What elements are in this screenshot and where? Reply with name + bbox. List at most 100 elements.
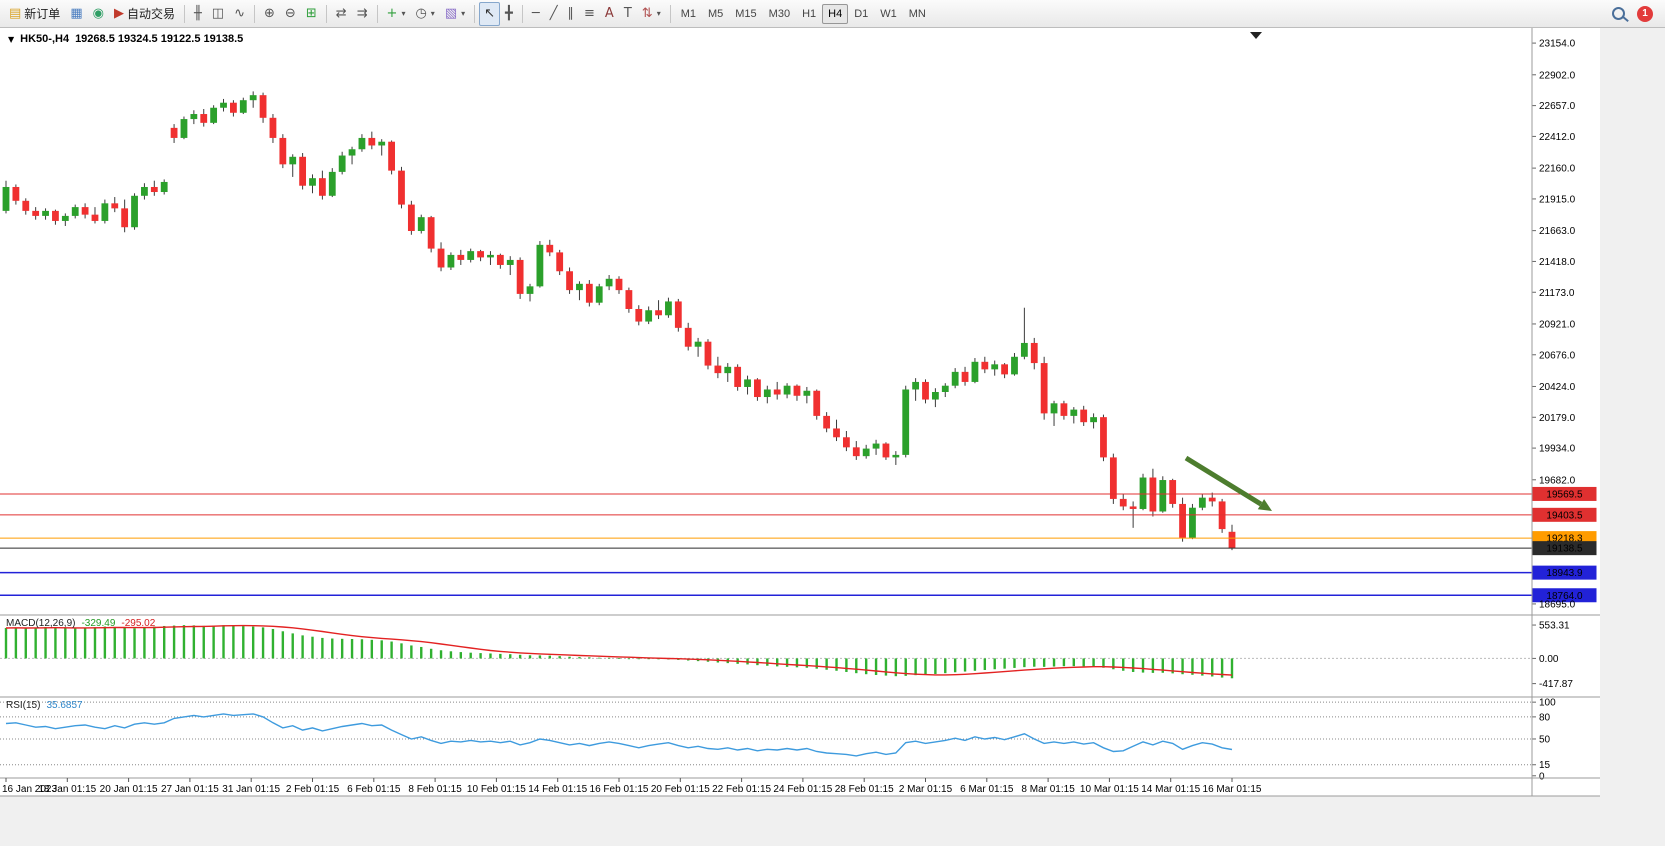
price-axis[interactable]: 23154.0 22902.0 22657.0 22412.0 22160.0 21915…: [1532, 39, 1576, 611]
indicators-button[interactable]: + ▾: [382, 2, 411, 26]
toolbar-separator: [669, 4, 671, 23]
candle-chart-mode-icon: ◫: [211, 6, 225, 21]
auto-trading-icon: ▶: [113, 6, 124, 21]
chart-window-button[interactable]: ▦: [65, 2, 87, 26]
svg-text:22412.0: 22412.0: [1539, 132, 1576, 143]
toolbar-separator: [254, 4, 255, 23]
tile-windows-button[interactable]: ⊞: [301, 2, 322, 26]
fibonacci-tool-icon: ≡: [584, 6, 595, 21]
svg-text:22657.0: 22657.0: [1539, 101, 1576, 112]
macd-axis[interactable]: 553.31 0.00 -417.87: [1532, 621, 1573, 691]
candle-chart-mode-button[interactable]: ◫: [207, 2, 229, 26]
tile-windows-icon: ⊞: [305, 6, 317, 21]
bar-chart-mode-button[interactable]: ╫: [189, 2, 207, 26]
cursor-button[interactable]: ↖: [479, 1, 501, 26]
collapse-icon[interactable]: ▼: [8, 34, 15, 44]
fibonacci-tool-button[interactable]: ≡: [579, 2, 600, 26]
timeframe-h4-button[interactable]: H4: [822, 3, 849, 24]
chart-shift-button[interactable]: ⇉: [352, 2, 373, 26]
text-tool-button[interactable]: A: [600, 2, 619, 26]
arrows-tool-button[interactable]: ⇅ ▾: [637, 2, 666, 26]
label-tool-button[interactable]: T: [619, 2, 637, 26]
auto-trading-button[interactable]: ▶ 自动交易: [109, 2, 180, 26]
svg-text:20 Jan 01:15: 20 Jan 01:15: [100, 784, 158, 795]
timeframe-w1-button[interactable]: W1: [880, 7, 897, 20]
svg-text:14 Feb 01:15: 14 Feb 01:15: [528, 784, 587, 795]
svg-text:18695.0: 18695.0: [1539, 599, 1576, 610]
timeframe-m5-button[interactable]: M5: [707, 7, 724, 20]
crosshair-icon: ╋: [505, 6, 513, 21]
arrows-tool-dropdown-icon[interactable]: ▾: [656, 9, 661, 18]
auto-scroll-button[interactable]: ⇄: [331, 2, 352, 26]
crosshair-button[interactable]: ╋: [500, 2, 518, 26]
timeframe-mn-button[interactable]: MN: [908, 7, 926, 20]
indicators-dropdown-icon[interactable]: ▾: [401, 9, 406, 18]
chart-shift-marker[interactable]: [1250, 32, 1262, 39]
timeframe-d1-button[interactable]: D1: [854, 7, 869, 20]
toolbar-buttons: ▤ 新订单 ▦ ◉ ▶ 自动交易 ╫ ◫ ∿ ⊕ ⊖ ⊞ ⇄ ⇉ + ▾ ◷ ▾ ▧ ▾ ↖ ╋ ─ ╱ ∥ ≡ A T ⇅ ▾: [4, 1, 675, 26]
templates-icon: ▧: [444, 6, 458, 21]
svg-text:24 Feb 01:15: 24 Feb 01:15: [773, 784, 832, 795]
toolbar: ▤ 新订单 ▦ ◉ ▶ 自动交易 ╫ ◫ ∿ ⊕ ⊖ ⊞ ⇄ ⇉ + ▾ ◷ ▾ ▧ ▾ ↖ ╋ ─ ╱ ∥ ≡ A T ⇅ ▾ M1 M5…: [0, 0, 1665, 28]
timeframe-m1-button[interactable]: M1: [680, 7, 696, 20]
svg-text:28 Feb 01:15: 28 Feb 01:15: [835, 784, 894, 795]
svg-text:16 Jan 2023: 16 Jan 2023: [2, 784, 57, 795]
line-chart-mode-icon: ∿: [234, 6, 245, 21]
level-badge-18943.9: [1532, 565, 1597, 580]
periods-icon: ◷: [415, 6, 427, 21]
svg-text:553.31: 553.31: [1539, 621, 1570, 632]
svg-text:80: 80: [1539, 712, 1551, 723]
market-watch-icon: ◉: [92, 6, 104, 21]
macd-signal-line: [5, 624, 1233, 676]
new-order-button[interactable]: ▤ 新订单: [4, 2, 65, 26]
rsi-label: RSI(15) 35.6857: [6, 700, 83, 711]
search-icon[interactable]: [1612, 7, 1625, 20]
zoom-out-button[interactable]: ⊖: [280, 2, 301, 26]
svg-text:20676.0: 20676.0: [1539, 350, 1576, 361]
periods-button[interactable]: ◷ ▾: [410, 2, 439, 26]
svg-text:-417.87: -417.87: [1539, 679, 1573, 690]
chart-title: ▼ HK50-,H4 19268.5 19324.5 19122.5 19138…: [8, 33, 243, 45]
svg-text:27 Jan 01:15: 27 Jan 01:15: [161, 784, 219, 795]
indicators-icon: +: [386, 6, 398, 21]
periods-dropdown-icon[interactable]: ▾: [430, 9, 435, 18]
chart-ohlc-values: 19268.5 19324.5 19122.5 19138.5: [75, 33, 244, 45]
horizontal-line-tool-button[interactable]: ─: [527, 2, 545, 26]
timeframe-buttons: M1 M5 M15 M30 H1 H4 D1 W1 MN: [675, 3, 932, 24]
templates-button[interactable]: ▧ ▾: [440, 2, 470, 26]
timeframe-m15-button[interactable]: M15: [735, 7, 757, 20]
rsi-axis[interactable]: 100 80 50 150: [1532, 698, 1556, 783]
timeframe-h1-button[interactable]: H1: [802, 7, 817, 20]
level-badge-text: 19138.5: [1546, 544, 1583, 555]
templates-dropdown-icon[interactable]: ▾: [461, 9, 466, 18]
level-badge-19138.5: [1532, 541, 1597, 556]
svg-text:20921.0: 20921.0: [1539, 319, 1576, 330]
level-badge-text: 19569.5: [1546, 489, 1583, 500]
text-tool-icon: A: [604, 6, 614, 21]
level-badge-text: 18943.9: [1546, 568, 1583, 579]
svg-text:0.00: 0.00: [1539, 654, 1559, 665]
label-tool-icon: T: [623, 6, 632, 21]
svg-text:23154.0: 23154.0: [1539, 39, 1576, 50]
svg-text:100: 100: [1539, 698, 1556, 709]
svg-text:8 Mar 01:15: 8 Mar 01:15: [1021, 784, 1075, 795]
svg-text:20 Feb 01:15: 20 Feb 01:15: [651, 784, 710, 795]
notification-badge[interactable]: 1: [1637, 5, 1653, 22]
svg-text:22 Feb 01:15: 22 Feb 01:15: [712, 784, 771, 795]
market-watch-button[interactable]: ◉: [88, 2, 109, 26]
svg-text:19934.0: 19934.0: [1539, 444, 1576, 455]
channel-tool-button[interactable]: ∥: [563, 2, 580, 26]
trend-arrow[interactable]: [1184, 455, 1272, 511]
toolbar-right: 1: [1612, 5, 1657, 22]
trendline-tool-button[interactable]: ╱: [545, 2, 563, 26]
chart-window[interactable]: 19569.5 19403.5 19218.3 19138.5 18943.9 18764…: [0, 28, 1665, 846]
level-badge-text: 19403.5: [1546, 510, 1583, 521]
toolbar-separator: [376, 4, 378, 23]
auto-scroll-icon: ⇄: [335, 6, 347, 21]
timeframe-m30-button[interactable]: M30: [768, 7, 791, 20]
chart-window-icon: ▦: [70, 6, 83, 21]
zoom-in-button[interactable]: ⊕: [259, 2, 280, 26]
line-chart-mode-button[interactable]: ∿: [229, 2, 250, 26]
